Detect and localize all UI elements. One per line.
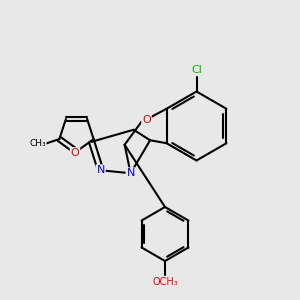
Text: O: O — [142, 116, 151, 125]
Text: O: O — [70, 148, 80, 158]
Text: N: N — [96, 165, 105, 175]
Text: CH₃: CH₃ — [29, 139, 46, 148]
Text: Cl: Cl — [191, 65, 202, 75]
Text: OCH₃: OCH₃ — [152, 277, 178, 287]
Text: N: N — [126, 168, 135, 178]
